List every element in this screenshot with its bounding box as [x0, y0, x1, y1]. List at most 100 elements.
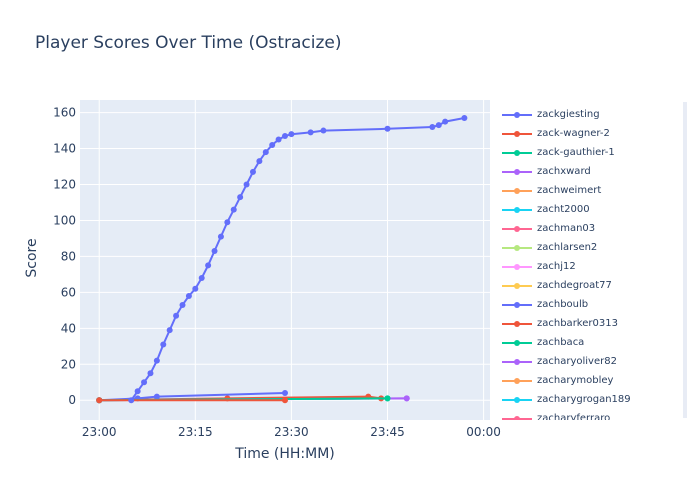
data-point [217, 233, 224, 240]
legend-swatch [498, 413, 532, 420]
legend-swatch [498, 147, 532, 159]
series-zackgiesting [128, 114, 468, 404]
data-point [384, 395, 391, 402]
data-point [205, 262, 212, 269]
legend-swatch [498, 280, 532, 292]
legend-item[interactable]: zachbaca [498, 333, 584, 352]
chart-title: Player Scores Over Time (Ostracize) [35, 33, 342, 53]
legend-swatch-dot [514, 111, 520, 118]
legend-item[interactable]: zacharyoliver82 [498, 352, 617, 371]
legend-item[interactable]: zacharygrogan189 [498, 390, 631, 409]
legend-item[interactable]: zachbarker0313 [498, 314, 618, 333]
legend-swatch [498, 204, 532, 216]
legend-item[interactable]: zachdegroat77 [498, 276, 612, 295]
legend-label: zacharymobley [537, 375, 614, 386]
legend-label: zachweimert [537, 185, 602, 196]
legend-item[interactable]: zachj12 [498, 257, 576, 276]
legend-swatch-dot [514, 358, 520, 365]
data-point [288, 131, 295, 138]
legend-swatch [498, 166, 532, 178]
legend[interactable]: zackgiesting zack-wagner-2 zack-gauthier-1… [498, 100, 693, 420]
legend-item[interactable]: zacharyferraro [498, 409, 610, 420]
legend-item[interactable]: zachweimert [498, 181, 601, 200]
legend-swatch-dot [514, 301, 520, 308]
data-point [461, 114, 468, 121]
legend-item[interactable]: zachlarsen2 [498, 238, 597, 257]
legend-swatch-dot [514, 149, 520, 156]
data-point [185, 292, 192, 299]
data-point [249, 168, 256, 175]
legend-label: zackgiesting [537, 109, 600, 120]
legend-scrollbar[interactable] [683, 102, 687, 418]
data-point [384, 125, 391, 132]
legend-swatch [498, 375, 532, 387]
y-tick-label: 100 [53, 213, 76, 227]
legend-label: zack-wagner-2 [537, 128, 610, 139]
legend-swatch [498, 185, 532, 197]
legend-label: zack-gauthier-1 [537, 147, 615, 158]
legend-swatch-dot [514, 130, 520, 137]
data-point [128, 397, 135, 404]
legend-item[interactable]: zackgiesting [498, 105, 600, 124]
legend-swatch-dot [514, 282, 520, 289]
legend-swatch [498, 356, 532, 368]
legend-swatch [498, 299, 532, 311]
legend-swatch-dot [514, 168, 520, 175]
data-point [179, 301, 186, 308]
data-point [282, 390, 288, 397]
data-point [211, 248, 218, 255]
data-point [198, 274, 205, 281]
x-axis-label: Time (HH:MM) [235, 446, 335, 462]
legend-label: zachbarker0313 [537, 318, 618, 329]
data-point [141, 379, 148, 386]
data-point [442, 118, 449, 125]
data-point [230, 206, 237, 213]
data-point [166, 327, 173, 334]
data-point [429, 123, 436, 130]
data-point [153, 393, 160, 400]
legend-item[interactable]: zack-gauthier-1 [498, 143, 615, 162]
data-point [320, 127, 327, 134]
y-tick-label: 160 [53, 106, 76, 120]
legend-label: zachboulb [537, 299, 589, 310]
y-tick-label: 0 [68, 393, 76, 407]
data-point [282, 132, 288, 139]
legend-swatch-dot [514, 377, 520, 384]
legend-swatch [498, 394, 532, 406]
legend-label: zachdegroat77 [537, 280, 612, 291]
legend-swatch [498, 337, 532, 349]
legend-label: zachman03 [537, 223, 596, 234]
data-point [237, 194, 244, 201]
y-tick-label: 80 [61, 249, 76, 263]
legend-label: zacharyoliver82 [537, 356, 617, 367]
x-tick-label: 23:00 [82, 425, 117, 439]
legend-label: zachlarsen2 [537, 242, 598, 253]
y-tick-label: 40 [61, 321, 76, 335]
legend-swatch [498, 242, 532, 254]
data-point [192, 285, 199, 292]
legend-item[interactable]: zachboulb [498, 295, 588, 314]
data-point [134, 388, 141, 395]
data-point [153, 357, 160, 364]
legend-swatch [498, 128, 532, 140]
data-point [224, 219, 231, 226]
data-point [307, 129, 314, 136]
legend-swatch [498, 318, 532, 330]
legend-swatch-dot [514, 206, 520, 213]
legend-item[interactable]: zacharymobley [498, 371, 613, 390]
x-tick-label: 23:30 [274, 425, 309, 439]
data-point [160, 341, 167, 348]
data-point [269, 141, 276, 148]
legend-item[interactable]: zacht2000 [498, 200, 590, 219]
legend-swatch-dot [514, 320, 520, 327]
y-tick-label: 120 [53, 177, 76, 191]
data-point [243, 181, 250, 188]
legend-item[interactable]: zachxward [498, 162, 591, 181]
legend-swatch-dot [514, 225, 520, 232]
y-tick-label: 60 [61, 285, 76, 299]
legend-label: zacharygrogan189 [537, 394, 631, 405]
legend-item[interactable]: zack-wagner-2 [498, 124, 610, 143]
legend-item[interactable]: zachman03 [498, 219, 595, 238]
